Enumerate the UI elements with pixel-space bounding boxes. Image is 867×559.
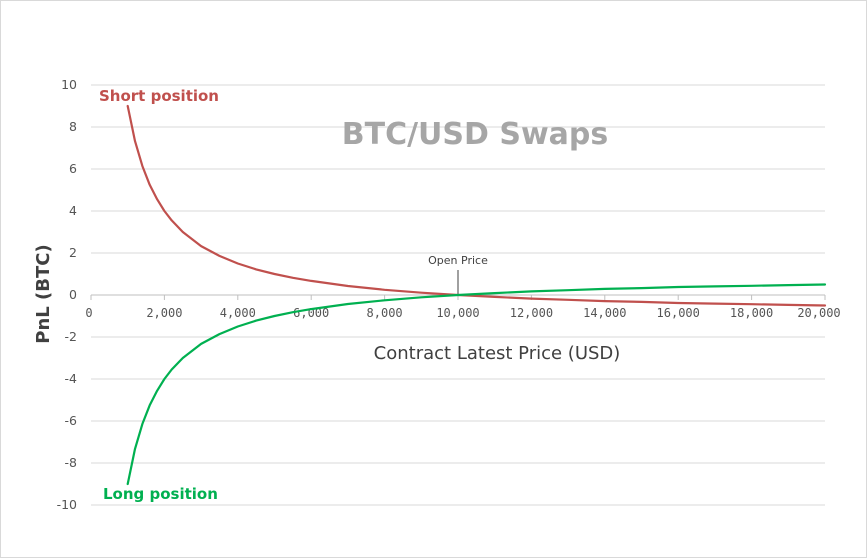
y-tick-label: -8 [65,455,78,470]
y-tick-label: -2 [65,329,77,344]
x-tick-label: 16,000 [657,306,700,320]
short-position-line [126,104,827,307]
y-tick-label: 2 [69,245,77,260]
x-tick-label: 12,000 [510,306,553,320]
x-tick-label: 4,000 [220,306,256,320]
x-tick-label: 14,000 [583,306,626,320]
long-position-label: Long position [103,485,218,503]
x-tick-label: 10,000 [436,306,479,320]
x-axis-label: Contract Latest Price (USD) [374,343,621,364]
x-tick-label: 0 [85,306,92,320]
open-price-label: Open Price [428,254,488,267]
y-tick-label: 0 [69,287,77,302]
y-tick-label: 4 [69,203,77,218]
y-tick-label: -6 [65,413,78,428]
x-tick-label: 2,000 [146,306,182,320]
y-tick-label: -4 [65,371,78,386]
y-tick-label: -10 [57,497,77,512]
y-tick-label: 8 [69,119,77,134]
chart-title: BTC/USD Swaps [342,117,609,152]
short-position-label: Short position [99,87,219,105]
x-tick-label: 18,000 [730,306,773,320]
x-tick-label: 6,000 [293,306,329,320]
series-lines [126,104,827,486]
y-tick-label: 10 [61,77,77,92]
x-tick-labels: 0 2,000 4,000 6,000 8,000 10,000 12,000 14,000 1… [85,306,840,320]
y-tick-labels: -10 -8 -6 -4 -2 0 2 4 6 8 10 [57,77,77,512]
y-tick-label: 6 [69,161,77,176]
long-position-line [126,283,827,486]
open-price-annotation: Open Price [428,254,488,295]
y-axis-label: PnL (BTC) [33,244,54,343]
x-tick-label: 20,000 [797,306,840,320]
x-tick-label: 8,000 [367,306,403,320]
